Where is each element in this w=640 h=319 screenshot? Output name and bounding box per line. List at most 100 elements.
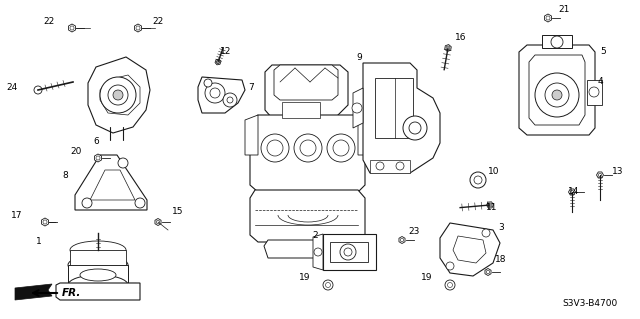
Polygon shape — [90, 170, 135, 200]
Circle shape — [100, 77, 136, 113]
Ellipse shape — [68, 255, 128, 275]
Circle shape — [545, 83, 569, 107]
Circle shape — [227, 97, 233, 103]
Polygon shape — [587, 80, 602, 105]
Circle shape — [96, 156, 100, 160]
Circle shape — [156, 220, 160, 224]
Text: 21: 21 — [558, 5, 570, 14]
Circle shape — [261, 134, 289, 162]
Circle shape — [470, 172, 486, 188]
Polygon shape — [68, 265, 128, 285]
Text: 10: 10 — [488, 167, 499, 176]
Ellipse shape — [68, 275, 128, 295]
Circle shape — [125, 287, 131, 293]
Circle shape — [113, 90, 123, 100]
Text: 18: 18 — [495, 256, 506, 264]
Text: 3: 3 — [498, 224, 504, 233]
Ellipse shape — [70, 241, 126, 259]
Text: 14: 14 — [568, 188, 579, 197]
Circle shape — [352, 103, 362, 113]
Polygon shape — [313, 234, 323, 270]
Polygon shape — [519, 45, 595, 135]
Polygon shape — [445, 45, 451, 51]
Polygon shape — [56, 283, 140, 300]
Circle shape — [486, 270, 490, 274]
Circle shape — [136, 26, 140, 30]
Polygon shape — [274, 65, 338, 100]
Circle shape — [108, 85, 128, 105]
Circle shape — [396, 162, 404, 170]
Circle shape — [70, 26, 74, 30]
Polygon shape — [250, 115, 365, 192]
Polygon shape — [155, 219, 161, 226]
Circle shape — [474, 176, 482, 184]
Polygon shape — [353, 88, 363, 128]
Polygon shape — [15, 284, 52, 300]
Polygon shape — [486, 202, 493, 208]
Text: 1: 1 — [36, 238, 42, 247]
Circle shape — [446, 262, 454, 270]
Circle shape — [344, 248, 352, 256]
Circle shape — [482, 229, 490, 237]
Circle shape — [82, 198, 92, 208]
Circle shape — [552, 90, 562, 100]
Circle shape — [535, 73, 579, 117]
Polygon shape — [100, 75, 140, 115]
Polygon shape — [70, 250, 126, 265]
Text: 4: 4 — [598, 78, 604, 86]
Text: 9: 9 — [356, 54, 362, 63]
Polygon shape — [363, 63, 440, 173]
Text: FR.: FR. — [62, 288, 81, 298]
Circle shape — [135, 198, 145, 208]
Polygon shape — [245, 115, 258, 155]
Text: 24: 24 — [7, 84, 18, 93]
Text: 15: 15 — [172, 207, 184, 217]
Polygon shape — [399, 236, 405, 243]
Polygon shape — [60, 283, 136, 297]
Circle shape — [446, 46, 450, 50]
Circle shape — [333, 140, 349, 156]
Circle shape — [340, 244, 356, 260]
Text: 7: 7 — [248, 84, 253, 93]
Circle shape — [223, 93, 237, 107]
Polygon shape — [95, 154, 102, 162]
Text: 2: 2 — [312, 231, 318, 240]
Circle shape — [546, 16, 550, 20]
Polygon shape — [198, 77, 245, 113]
Polygon shape — [264, 240, 352, 258]
Text: 8: 8 — [62, 170, 68, 180]
Polygon shape — [68, 24, 76, 32]
Circle shape — [488, 203, 492, 207]
Circle shape — [403, 116, 427, 140]
Polygon shape — [568, 189, 575, 195]
Circle shape — [570, 190, 573, 194]
Circle shape — [409, 122, 421, 134]
Circle shape — [267, 140, 283, 156]
Ellipse shape — [80, 269, 116, 281]
Circle shape — [205, 83, 225, 103]
Polygon shape — [545, 14, 552, 22]
Text: 13: 13 — [612, 167, 623, 176]
Circle shape — [210, 88, 220, 98]
Text: 12: 12 — [220, 48, 232, 56]
Circle shape — [326, 283, 330, 287]
Circle shape — [445, 280, 455, 290]
Circle shape — [327, 134, 355, 162]
Polygon shape — [75, 155, 147, 210]
Text: 17: 17 — [10, 211, 22, 219]
Circle shape — [118, 158, 128, 168]
Polygon shape — [529, 55, 585, 125]
Circle shape — [447, 283, 452, 287]
Text: S3V3-B4700: S3V3-B4700 — [563, 299, 618, 308]
Circle shape — [323, 280, 333, 290]
Polygon shape — [265, 65, 348, 118]
Text: 16: 16 — [455, 33, 467, 42]
Polygon shape — [596, 172, 604, 178]
Polygon shape — [375, 78, 413, 138]
Circle shape — [216, 60, 220, 64]
Text: 11: 11 — [486, 204, 498, 212]
Polygon shape — [42, 218, 49, 226]
Polygon shape — [250, 190, 365, 242]
Polygon shape — [282, 102, 320, 118]
Polygon shape — [88, 57, 150, 133]
